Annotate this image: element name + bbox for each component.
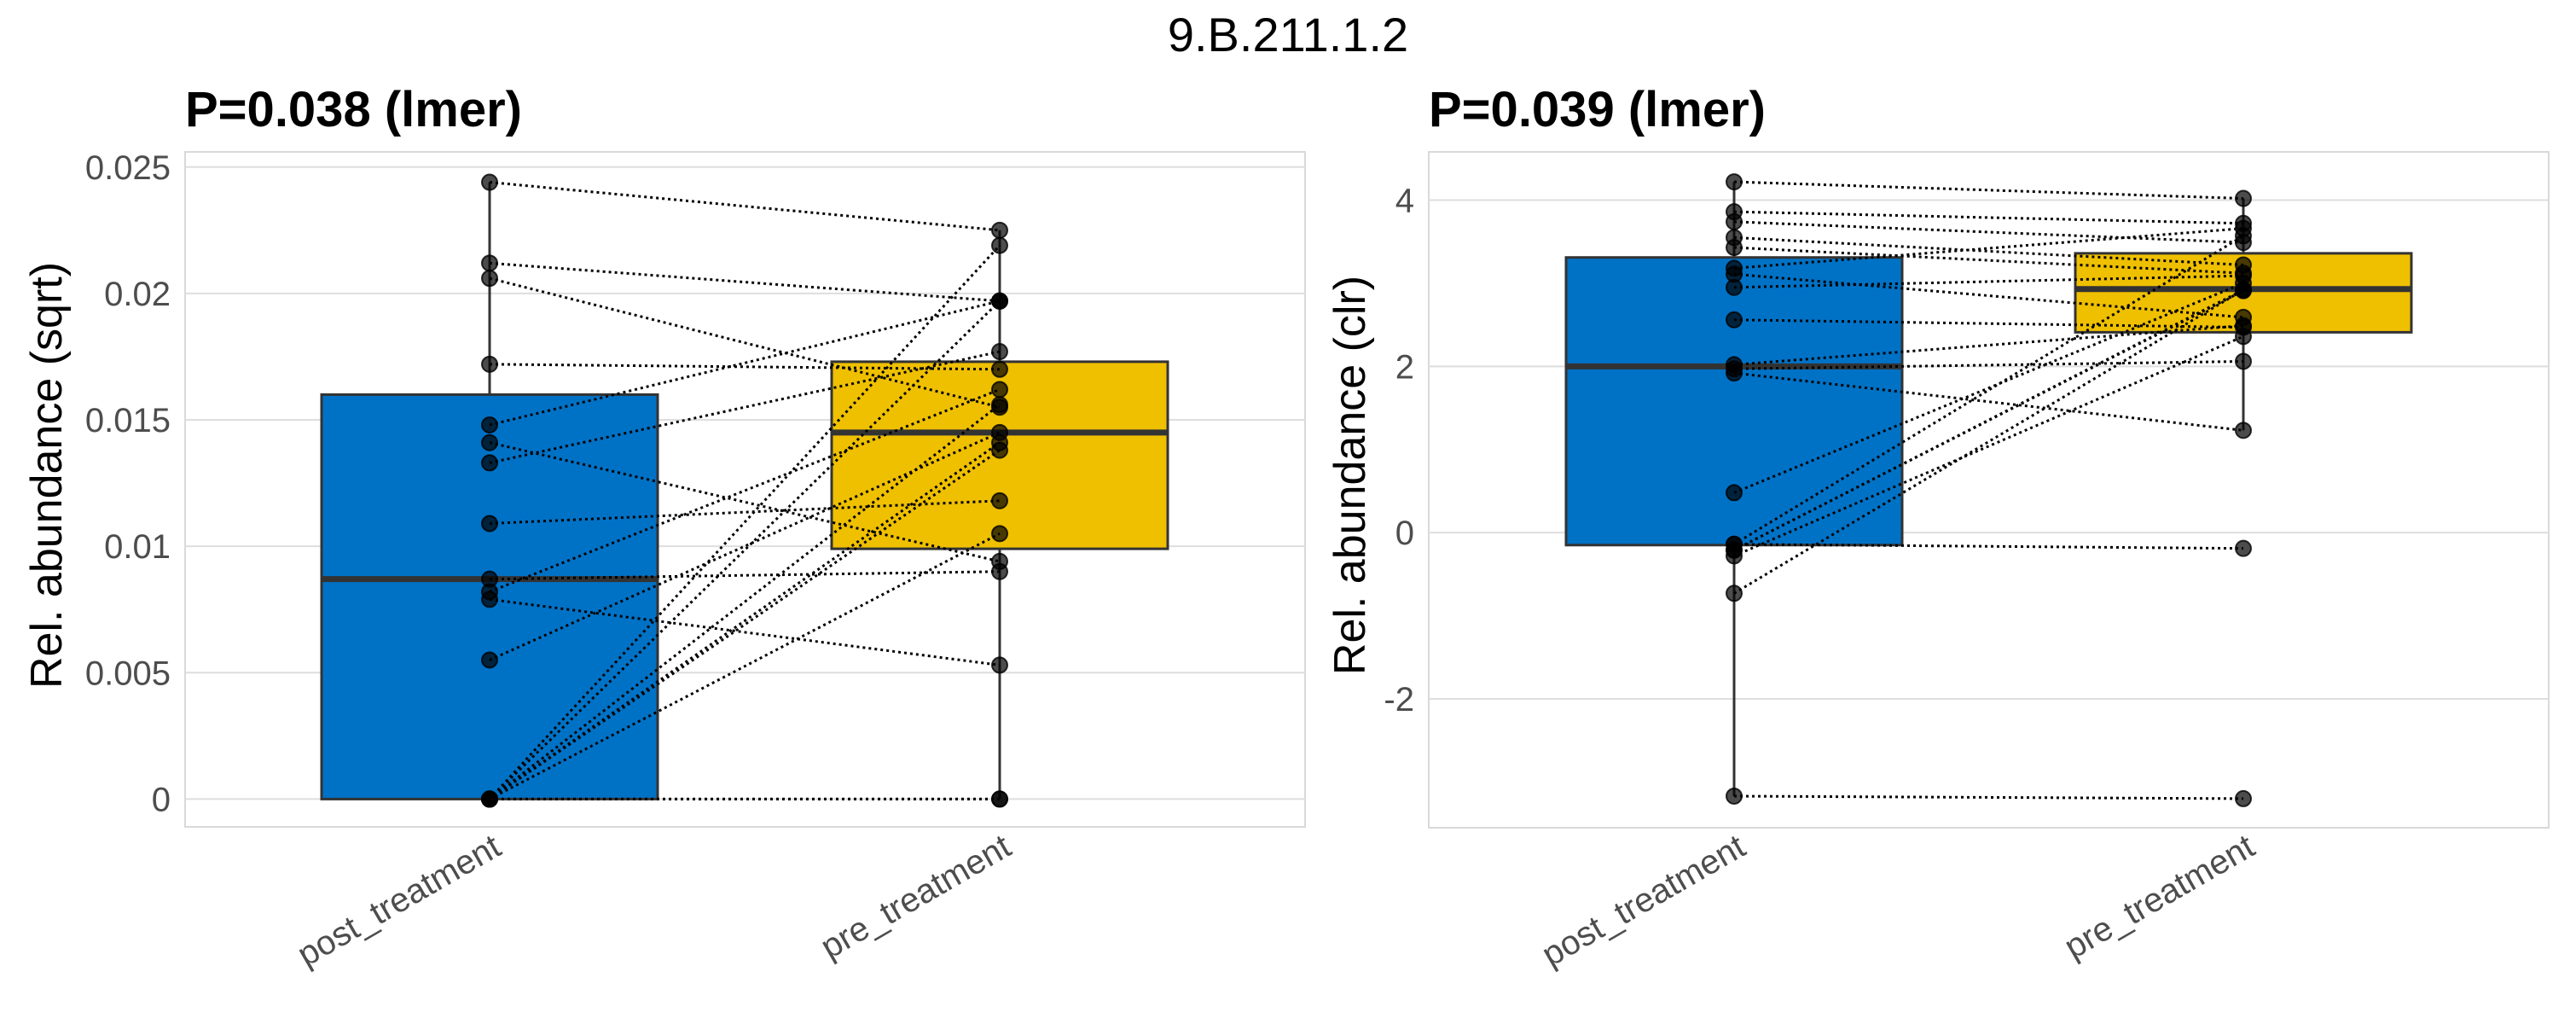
data-point (2235, 422, 2252, 439)
y-axis-label: Rel. abundance (sqrt) (22, 262, 72, 689)
y-tick-label: 0.015 (85, 402, 171, 439)
y-tick-label: 0 (1395, 515, 1414, 552)
pair-line (1733, 272, 2244, 319)
pair-line (1733, 543, 2244, 550)
data-point (481, 254, 498, 272)
y-tick-label: 2 (1395, 348, 1414, 386)
pair-line (1733, 318, 2244, 329)
data-point (991, 790, 1008, 808)
y-tick-label: -2 (1384, 681, 1414, 719)
x-tick-label: pre_treatment (2058, 828, 2261, 967)
pair-line (1733, 235, 2244, 546)
data-point (481, 790, 498, 808)
y-tick-label: 0.01 (104, 528, 171, 566)
y-axis-label: Rel. abundance (clr) (1326, 276, 1375, 675)
pair-line (1733, 274, 2244, 289)
data-point (991, 562, 1008, 580)
data-point (1726, 239, 1743, 257)
data-point (481, 173, 498, 191)
pair-line (489, 363, 1001, 371)
data-point (991, 441, 1008, 459)
y-tick-label: 4 (1395, 183, 1414, 220)
data-point (2235, 281, 2252, 299)
y-tick-label: 0 (152, 781, 171, 818)
y-tick-label: 0.025 (85, 149, 171, 187)
data-point (1726, 484, 1743, 502)
pair-line (1733, 335, 2244, 557)
pair-line (489, 499, 1001, 525)
data-point (2235, 539, 2252, 557)
data-point (1726, 311, 1743, 329)
data-point (481, 270, 498, 288)
data-point (1726, 173, 1743, 191)
pair-line (489, 300, 1001, 427)
pair-line (1733, 210, 2244, 225)
data-point (1726, 364, 1743, 382)
pair-line (489, 449, 1001, 800)
data-point (481, 433, 498, 451)
data-point (991, 492, 1008, 509)
pair-line (1733, 794, 2244, 800)
data-point (1726, 787, 1743, 805)
data-point (1726, 547, 1743, 565)
data-point (481, 591, 498, 608)
data-point (481, 355, 498, 373)
data-point (991, 221, 1008, 239)
data-point (991, 525, 1008, 543)
data-point (2235, 789, 2252, 807)
plot-area: 0 0.005 0.01 0.015 0.02 0.025 (85, 149, 1306, 828)
pair-line (489, 181, 1001, 232)
box-post_treatment (1564, 256, 1904, 547)
y-tick-label: 0.02 (104, 276, 171, 313)
data-point (481, 416, 498, 433)
data-point (1726, 278, 1743, 296)
data-point (991, 656, 1008, 674)
data-point (991, 360, 1008, 378)
pair-line (1733, 324, 2244, 366)
pair-line (489, 261, 1001, 303)
data-point (991, 381, 1008, 399)
panel-title: P=0.039 (lmer) (1429, 82, 1766, 137)
data-point (991, 292, 1008, 310)
pair-line (1733, 246, 2244, 275)
x-tick-label: post_treatment (291, 828, 507, 975)
pair-line (489, 597, 1001, 666)
data-point (481, 454, 498, 472)
x-tick-label: pre_treatment (815, 828, 1018, 967)
figure-title: 9.B.211.1.2 (1168, 8, 1408, 61)
data-point (1726, 585, 1743, 602)
pair-line (489, 570, 1001, 581)
pair-line (1733, 371, 2244, 432)
data-point (2235, 227, 2252, 245)
data-point (991, 236, 1008, 254)
pair-line (489, 388, 1001, 593)
data-point (2235, 328, 2252, 346)
panel-title: P=0.038 (lmer) (185, 82, 522, 137)
y-tick-label: 0.005 (85, 655, 171, 692)
x-tick-label: post_treatment (1535, 828, 1751, 975)
data-point (1726, 212, 1743, 230)
data-point (2235, 352, 2252, 370)
data-point (2235, 189, 2252, 207)
pair-line (1733, 282, 2244, 494)
pair-line (1733, 227, 2244, 270)
panel-clr: -2 0 2 4 P=0.039 (lmer) Rel. abundance (clr… (1326, 82, 2550, 975)
data-point (481, 515, 498, 532)
pair-line (1733, 236, 2244, 266)
pair-line (488, 244, 1001, 800)
pair-line (489, 441, 1001, 563)
data-point (991, 396, 1008, 414)
pair-line (1733, 220, 2244, 244)
data-point (991, 343, 1008, 361)
plot-area: -2 0 2 4 (1384, 151, 2550, 829)
data-point (481, 651, 498, 669)
pair-line (1733, 359, 2244, 370)
pair-line (489, 532, 1001, 800)
pair-line (1733, 180, 2244, 201)
